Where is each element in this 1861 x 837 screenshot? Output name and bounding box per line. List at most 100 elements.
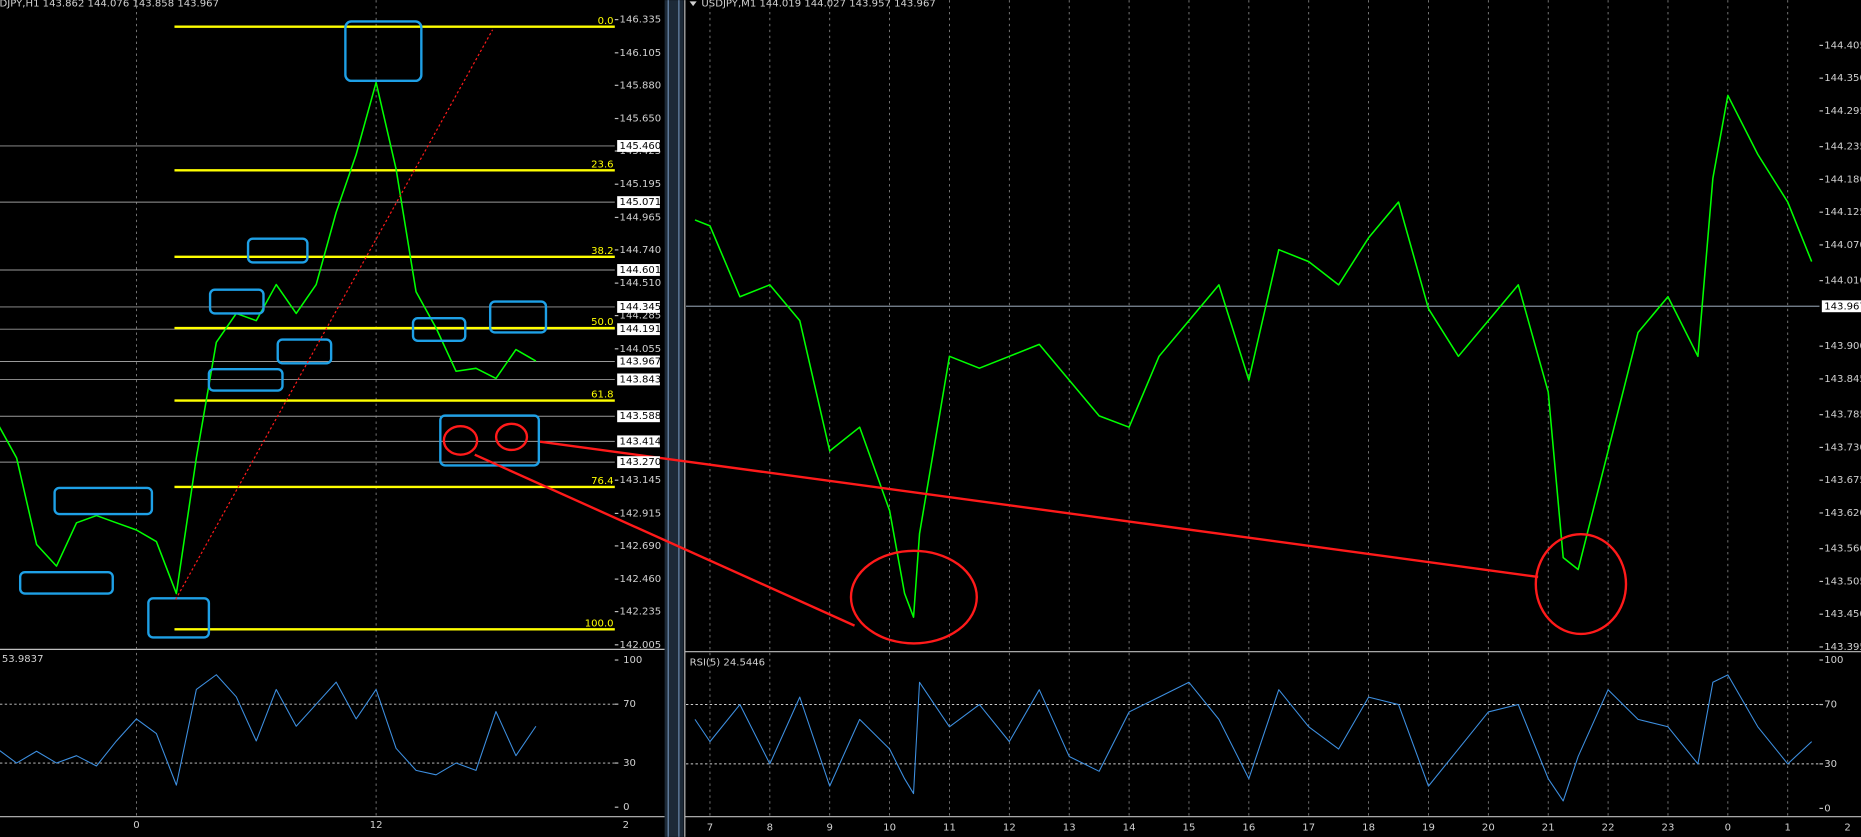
y-tick-label: 142.460	[620, 574, 662, 585]
connector-line	[474, 453, 856, 627]
y-tick-label: 143.785	[1824, 410, 1861, 421]
y-tick-label: 142.235	[620, 607, 662, 618]
price-level-label: 143.414	[620, 436, 662, 447]
highlight-box	[18, 571, 114, 595]
x-tick-label: 7	[707, 822, 713, 833]
price-level-label: 145.071	[620, 197, 662, 208]
window-splitter[interactable]	[664, 0, 684, 837]
price-level-box	[617, 140, 660, 152]
fibonacci-label: 23.6	[591, 159, 613, 170]
price-level-label: 143.588	[620, 411, 662, 422]
panel-title: USDJPY,M1 144.019 144.027 143.957 143.96…	[701, 0, 935, 10]
y-tick-label: 146.105	[620, 48, 662, 59]
y-tick-label: 143.730	[1824, 442, 1861, 453]
price-level-box	[617, 323, 660, 336]
fibonacci-label: 100.0	[585, 618, 614, 629]
price-level-box	[617, 435, 660, 448]
y-tick-label: 144.350	[1824, 73, 1861, 84]
y-tick-label: 144.965	[620, 212, 662, 223]
highlight-box	[488, 300, 548, 334]
current-price-label: 143.967	[1824, 301, 1861, 312]
y-tick-label: 142.005	[620, 640, 662, 651]
price-level-label: 143.843	[620, 374, 662, 385]
x-tick-label: 21	[1542, 822, 1555, 833]
price-line	[0, 81, 537, 595]
x-tick-label: 2	[623, 820, 629, 831]
highlight-circle	[494, 422, 529, 452]
price-level-box	[617, 196, 660, 209]
highlight-circle	[1534, 533, 1628, 636]
y-tick-label: 145.880	[620, 80, 662, 91]
y-tick-label: 144.180	[1824, 174, 1861, 185]
trend-line	[175, 29, 494, 600]
y-tick-label: 143.450	[1824, 609, 1861, 620]
current-price-box	[1821, 300, 1861, 313]
price-level-box	[617, 355, 660, 368]
y-tick-label: 100	[623, 655, 642, 666]
rsi-line	[0, 674, 537, 786]
y-tick-label: 145.650	[620, 114, 662, 125]
fibonacci-label: 50.0	[591, 317, 613, 328]
annotation-circles	[175, 29, 1628, 645]
x-tick-label: 18	[1362, 822, 1375, 833]
price-level-label: 145.460	[620, 141, 662, 152]
panel-title: RSI(5) 53.9837	[0, 654, 43, 665]
x-tick-label: 2	[1844, 822, 1850, 833]
y-tick-label: 144.055	[620, 344, 662, 355]
highlight-box	[207, 368, 284, 392]
y-tick-label: 142.915	[620, 508, 662, 519]
x-tick-label: 10	[883, 822, 896, 833]
y-tick-label: 143.845	[1824, 374, 1861, 385]
x-tick-label: 9	[826, 822, 832, 833]
x-tick-label: 19	[1422, 822, 1435, 833]
y-tick-label: 146.335	[620, 15, 662, 26]
highlight-box	[246, 237, 309, 264]
y-tick-label: 70	[1824, 700, 1837, 711]
annotation-boxes	[18, 20, 548, 639]
price-level-label: 144.345	[620, 302, 662, 313]
highlight-box	[147, 597, 211, 639]
rsi-line	[694, 674, 1813, 802]
highlight-box	[411, 317, 467, 342]
x-tick-label: 17	[1302, 822, 1315, 833]
price-level-label: 144.191	[620, 324, 662, 335]
x-tick-label: 8	[767, 822, 773, 833]
y-tick-label: 142.690	[620, 541, 662, 552]
y-tick-label: 144.740	[620, 245, 662, 256]
y-tick-label: 145.195	[620, 179, 662, 190]
x-tick-label: 16	[1242, 822, 1255, 833]
highlight-box	[208, 288, 265, 315]
y-tick-label: 143.395	[1824, 642, 1861, 653]
y-tick-label: 144.235	[1824, 142, 1861, 153]
x-tick-label: 15	[1183, 822, 1196, 833]
price-level-label: 143.270	[620, 457, 662, 468]
price-level-box	[617, 301, 660, 313]
y-tick-label: 144.405	[1824, 40, 1861, 51]
y-tick-label: 30	[1824, 759, 1837, 770]
y-tick-label: 70	[623, 699, 636, 710]
y-tick-label: 0	[1824, 803, 1830, 814]
connector-line	[539, 440, 1539, 579]
x-tick-label: 23	[1662, 822, 1675, 833]
price-level-box	[617, 456, 660, 469]
y-tick-label: 144.285	[620, 311, 662, 322]
x-tick-label: 12	[1003, 822, 1016, 833]
x-tick-label: 12	[370, 820, 383, 831]
price-level-label: 144.601	[620, 265, 662, 276]
highlight-box	[439, 414, 541, 467]
price-level-box	[617, 373, 660, 386]
fibonacci-label: 38.2	[591, 246, 613, 257]
price-level-box	[617, 264, 660, 276]
y-tick-label: 143.900	[1824, 341, 1861, 352]
collapse-arrow[interactable]	[689, 1, 697, 7]
y-tick-label: 144.510	[620, 278, 662, 289]
y-tick-label: 143.560	[1824, 544, 1861, 555]
price-level-box	[617, 410, 660, 423]
x-tick-label: 0	[133, 820, 139, 831]
y-tick-label: 144.010	[1824, 276, 1861, 287]
fibonacci-label: 61.8	[591, 390, 613, 401]
highlight-circle	[442, 425, 479, 456]
